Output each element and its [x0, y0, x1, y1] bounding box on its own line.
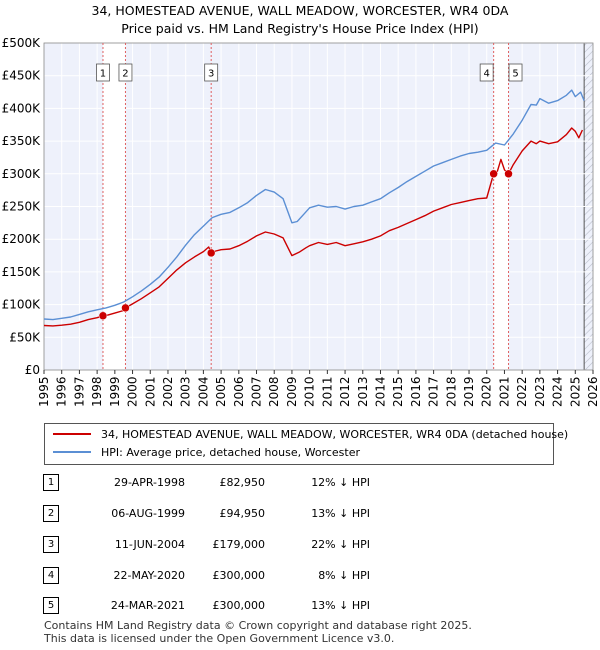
legend-swatch-property	[53, 433, 91, 435]
y-tick-label: £150K	[2, 265, 42, 279]
legend-label-property: 34, HOMESTEAD AVENUE, WALL MEADOW, WORCE…	[101, 428, 569, 441]
legend-item-hpi: HPI: Average price, detached house, Worc…	[53, 445, 360, 461]
transaction-hpi-diff: 13% ↓ HPI	[311, 599, 370, 612]
sale-point	[206, 248, 216, 258]
sale-number-box	[96, 63, 110, 82]
sale-number-label: 3	[208, 69, 214, 80]
x-tick-label: 1999	[108, 376, 122, 407]
transaction-date: 11-JUN-2004	[114, 538, 185, 551]
sale-point	[489, 169, 498, 179]
transaction-row: 5 24-MAR-2021 £300,000 13% ↓ HPI	[0, 596, 600, 616]
plot-border	[43, 42, 594, 371]
x-tick-label: 1996	[55, 376, 69, 407]
y-tick-label: £350K	[2, 134, 42, 148]
x-tick-label: 2001	[143, 376, 157, 407]
x-tick-label: 2019	[462, 376, 476, 407]
x-tick-label: 2007	[250, 376, 264, 407]
sale-number-label: 5	[512, 69, 518, 80]
transaction-price: £300,000	[212, 569, 266, 582]
x-tick-label: 2024	[551, 376, 565, 407]
x-tick-label: 2018	[444, 376, 458, 407]
x-tick-label: 2011	[320, 376, 334, 407]
transaction-price: £300,000	[212, 599, 266, 612]
chart-title: 34, HOMESTEAD AVENUE, WALL MEADOW, WORCE…	[91, 3, 509, 18]
x-tick-label: 2013	[356, 376, 370, 407]
transaction-number: 1	[43, 474, 59, 491]
x-tick-label: 2015	[391, 376, 405, 407]
x-tick-label: 2005	[214, 376, 228, 407]
x-tick-label: 2023	[533, 376, 547, 407]
y-tick-label: £0	[25, 363, 40, 377]
transaction-number: 5	[43, 597, 59, 614]
x-tick-label: 2022	[515, 376, 529, 407]
y-tick-label: £400K	[2, 101, 42, 115]
x-tick-label: 1995	[37, 376, 51, 407]
y-tick-label: £450K	[2, 69, 42, 83]
transaction-row: 3 11-JUN-2004 £179,000 22% ↓ HPI	[0, 535, 600, 555]
x-tick-label: 2012	[338, 376, 352, 407]
transaction-hpi-diff: 8% ↓ HPI	[318, 569, 370, 582]
transaction-row: 1 29-APR-1998 £82,950 12% ↓ HPI	[0, 473, 600, 493]
x-tick-label: 2009	[285, 376, 299, 407]
x-tick-label: 2003	[179, 376, 193, 407]
legend-label-hpi: HPI: Average price, detached house, Worc…	[101, 446, 361, 459]
y-tick-label: £300K	[2, 167, 42, 181]
y-tick-label: £50K	[9, 330, 41, 344]
x-tick-label: 2014	[373, 376, 387, 407]
transaction-hpi-diff: 13% ↓ HPI	[311, 507, 370, 520]
sale-number-label: 1	[100, 69, 106, 80]
transaction-number: 3	[43, 536, 59, 553]
transaction-date: 29-APR-1998	[113, 476, 185, 489]
x-tick-label: 1998	[90, 376, 104, 407]
sale-number-box	[508, 63, 523, 82]
legend-item-property: 34, HOMESTEAD AVENUE, WALL MEADOW, WORCE…	[53, 427, 568, 443]
y-tick-label: £100K	[2, 298, 42, 312]
x-tick-label: 2016	[409, 376, 423, 407]
x-tick-label: 1997	[72, 376, 86, 407]
transaction-hpi-diff: 12% ↓ HPI	[311, 476, 370, 489]
x-tick-label: 2017	[427, 376, 441, 407]
sale-number-label: 2	[122, 69, 128, 80]
footer-copyright: Contains HM Land Registry data © Crown c…	[44, 619, 472, 632]
y-tick-label: £200K	[2, 232, 42, 246]
price-chart: 1 2 3 4 5 £0 £50K £100K £150K £200K £250K £300K £350…	[2, 36, 600, 407]
transaction-date: 22-MAY-2020	[113, 569, 185, 582]
y-tick-label: £500K	[2, 36, 42, 50]
x-tick-label: 2025	[568, 376, 582, 407]
sale-point	[98, 311, 108, 321]
transaction-price: £94,950	[219, 507, 266, 520]
sale-number-box	[118, 63, 133, 82]
transaction-row: 2 06-AUG-1999 £94,950 13% ↓ HPI	[0, 504, 600, 524]
transaction-row: 4 22-MAY-2020 £300,000 8% ↓ HPI	[0, 566, 600, 586]
x-tick-label: 2008	[267, 376, 281, 407]
x-tick-label: 2000	[126, 376, 140, 407]
transaction-hpi-diff: 22% ↓ HPI	[311, 538, 370, 551]
transaction-price: £82,950	[219, 476, 266, 489]
transaction-date: 24-MAR-2021	[110, 599, 185, 612]
x-tick-label: 2021	[497, 376, 511, 407]
footer-licence: This data is licensed under the Open Gov…	[44, 632, 395, 645]
chart-subtitle: Price paid vs. HM Land Registry's House …	[121, 21, 479, 36]
sale-number-box	[204, 63, 219, 82]
legend-swatch-hpi	[53, 451, 91, 453]
sale-point	[504, 169, 513, 179]
x-tick-label: 2006	[232, 376, 246, 407]
transaction-price: £179,000	[212, 538, 266, 551]
x-tick-label: 2026	[586, 376, 600, 407]
transaction-number: 4	[43, 567, 59, 584]
transaction-date: 06-AUG-1999	[111, 507, 185, 520]
transaction-number: 2	[43, 505, 59, 522]
hpi-line	[43, 89, 585, 321]
sale-point	[121, 303, 130, 313]
x-tick-label: 2020	[480, 376, 494, 407]
legend: 34, HOMESTEAD AVENUE, WALL MEADOW, WORCE…	[44, 423, 568, 465]
sale-number-box	[479, 63, 494, 82]
x-tick-label: 2004	[196, 376, 210, 407]
sale-number-label: 4	[483, 69, 489, 80]
y-tick-label: £250K	[2, 200, 42, 214]
x-tick-label: 2002	[161, 376, 175, 407]
x-tick-label: 2010	[303, 376, 317, 407]
